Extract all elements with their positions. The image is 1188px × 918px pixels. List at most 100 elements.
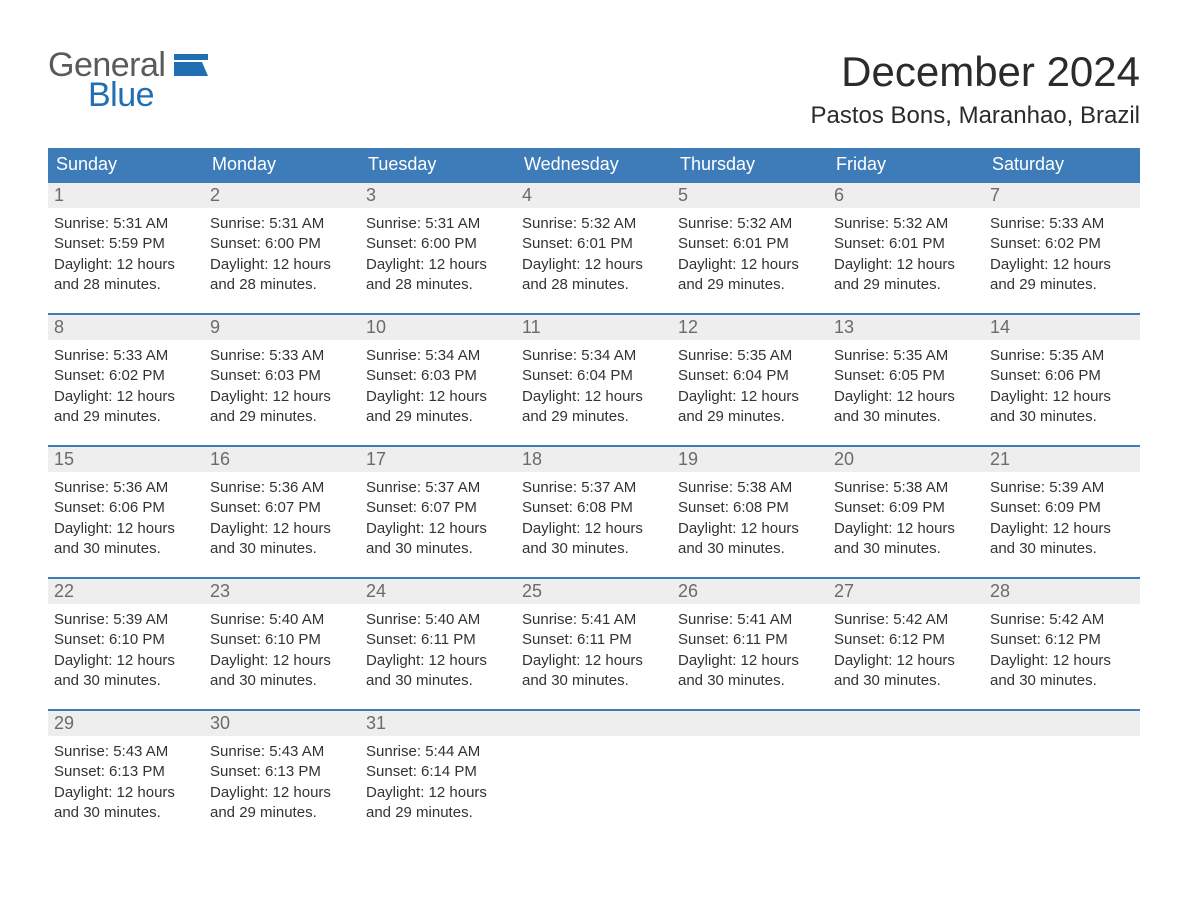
day-cell: 11Sunrise: 5:34 AMSunset: 6:04 PMDayligh… [516, 315, 672, 431]
day-cell: 6Sunrise: 5:32 AMSunset: 6:01 PMDaylight… [828, 183, 984, 299]
day-number: 21 [984, 447, 1140, 472]
day-d1: Daylight: 12 hours [210, 783, 354, 803]
day-d1: Daylight: 12 hours [522, 255, 666, 275]
day-body: Sunrise: 5:36 AMSunset: 6:07 PMDaylight:… [204, 472, 360, 563]
day-d1: Daylight: 12 hours [834, 255, 978, 275]
day-d2: and 30 minutes. [522, 671, 666, 691]
day-sunrise: Sunrise: 5:42 AM [990, 610, 1134, 630]
day-d2: and 30 minutes. [210, 539, 354, 559]
day-d1: Daylight: 12 hours [366, 255, 510, 275]
day-cell: 24Sunrise: 5:40 AMSunset: 6:11 PMDayligh… [360, 579, 516, 695]
day-number: 25 [516, 579, 672, 604]
day-sunset: Sunset: 6:06 PM [54, 498, 198, 518]
day-number: 9 [204, 315, 360, 340]
day-d2: and 30 minutes. [366, 539, 510, 559]
day-d1: Daylight: 12 hours [210, 651, 354, 671]
day-sunrise: Sunrise: 5:38 AM [678, 478, 822, 498]
day-cell: 28Sunrise: 5:42 AMSunset: 6:12 PMDayligh… [984, 579, 1140, 695]
day-d1: Daylight: 12 hours [366, 387, 510, 407]
day-sunrise: Sunrise: 5:35 AM [834, 346, 978, 366]
day-cell: 14Sunrise: 5:35 AMSunset: 6:06 PMDayligh… [984, 315, 1140, 431]
day-d2: and 29 minutes. [210, 407, 354, 427]
logo: General Blue [48, 48, 208, 113]
day-number: . [828, 711, 984, 736]
day-body: Sunrise: 5:34 AMSunset: 6:03 PMDaylight:… [360, 340, 516, 431]
day-sunset: Sunset: 6:03 PM [366, 366, 510, 386]
day-sunset: Sunset: 6:11 PM [522, 630, 666, 650]
day-cell: 13Sunrise: 5:35 AMSunset: 6:05 PMDayligh… [828, 315, 984, 431]
day-number: 18 [516, 447, 672, 472]
day-number: 19 [672, 447, 828, 472]
day-sunset: Sunset: 6:02 PM [990, 234, 1134, 254]
day-d2: and 28 minutes. [522, 275, 666, 295]
day-d2: and 30 minutes. [990, 671, 1134, 691]
day-body: Sunrise: 5:38 AMSunset: 6:08 PMDaylight:… [672, 472, 828, 563]
day-d2: and 28 minutes. [210, 275, 354, 295]
month-title: December 2024 [811, 48, 1141, 96]
day-sunrise: Sunrise: 5:31 AM [366, 214, 510, 234]
day-sunset: Sunset: 6:13 PM [54, 762, 198, 782]
day-sunrise: Sunrise: 5:33 AM [210, 346, 354, 366]
day-cell: 18Sunrise: 5:37 AMSunset: 6:08 PMDayligh… [516, 447, 672, 563]
day-sunrise: Sunrise: 5:40 AM [210, 610, 354, 630]
day-cell: 21Sunrise: 5:39 AMSunset: 6:09 PMDayligh… [984, 447, 1140, 563]
day-cell: . [828, 711, 984, 827]
day-sunset: Sunset: 6:12 PM [834, 630, 978, 650]
day-number: 5 [672, 183, 828, 208]
day-sunset: Sunset: 6:00 PM [366, 234, 510, 254]
day-body: Sunrise: 5:36 AMSunset: 6:06 PMDaylight:… [48, 472, 204, 563]
day-d2: and 30 minutes. [834, 407, 978, 427]
weeks-container: 1Sunrise: 5:31 AMSunset: 5:59 PMDaylight… [48, 181, 1140, 827]
day-sunrise: Sunrise: 5:35 AM [990, 346, 1134, 366]
day-d2: and 29 minutes. [678, 407, 822, 427]
day-d1: Daylight: 12 hours [54, 783, 198, 803]
day-body: Sunrise: 5:37 AMSunset: 6:07 PMDaylight:… [360, 472, 516, 563]
day-body: Sunrise: 5:38 AMSunset: 6:09 PMDaylight:… [828, 472, 984, 563]
day-cell: . [984, 711, 1140, 827]
day-number: 1 [48, 183, 204, 208]
day-sunrise: Sunrise: 5:37 AM [366, 478, 510, 498]
day-sunrise: Sunrise: 5:31 AM [210, 214, 354, 234]
weekday-header: Wednesday [516, 148, 672, 181]
week-row: 8Sunrise: 5:33 AMSunset: 6:02 PMDaylight… [48, 313, 1140, 431]
day-body: Sunrise: 5:39 AMSunset: 6:10 PMDaylight:… [48, 604, 204, 695]
day-cell: 4Sunrise: 5:32 AMSunset: 6:01 PMDaylight… [516, 183, 672, 299]
day-cell: 17Sunrise: 5:37 AMSunset: 6:07 PMDayligh… [360, 447, 516, 563]
day-sunset: Sunset: 6:07 PM [366, 498, 510, 518]
day-body: Sunrise: 5:31 AMSunset: 6:00 PMDaylight:… [204, 208, 360, 299]
day-sunrise: Sunrise: 5:42 AM [834, 610, 978, 630]
day-body: Sunrise: 5:33 AMSunset: 6:02 PMDaylight:… [48, 340, 204, 431]
day-sunset: Sunset: 6:05 PM [834, 366, 978, 386]
day-d1: Daylight: 12 hours [990, 387, 1134, 407]
day-body: Sunrise: 5:31 AMSunset: 6:00 PMDaylight:… [360, 208, 516, 299]
day-d1: Daylight: 12 hours [54, 651, 198, 671]
day-sunset: Sunset: 6:12 PM [990, 630, 1134, 650]
logo-word-blue: Blue [88, 78, 208, 114]
day-body: Sunrise: 5:41 AMSunset: 6:11 PMDaylight:… [672, 604, 828, 695]
day-sunrise: Sunrise: 5:40 AM [366, 610, 510, 630]
day-cell: 27Sunrise: 5:42 AMSunset: 6:12 PMDayligh… [828, 579, 984, 695]
day-sunset: Sunset: 6:06 PM [990, 366, 1134, 386]
day-sunrise: Sunrise: 5:32 AM [678, 214, 822, 234]
day-d1: Daylight: 12 hours [678, 255, 822, 275]
day-body: Sunrise: 5:31 AMSunset: 5:59 PMDaylight:… [48, 208, 204, 299]
day-cell: 31Sunrise: 5:44 AMSunset: 6:14 PMDayligh… [360, 711, 516, 827]
day-sunset: Sunset: 6:08 PM [678, 498, 822, 518]
day-sunrise: Sunrise: 5:33 AM [990, 214, 1134, 234]
header: General Blue December 2024 Pastos Bons, … [48, 48, 1140, 130]
day-number: 29 [48, 711, 204, 736]
day-sunrise: Sunrise: 5:34 AM [522, 346, 666, 366]
day-d1: Daylight: 12 hours [678, 387, 822, 407]
day-body: Sunrise: 5:32 AMSunset: 6:01 PMDaylight:… [828, 208, 984, 299]
day-number: 23 [204, 579, 360, 604]
day-d2: and 30 minutes. [990, 539, 1134, 559]
day-cell: 7Sunrise: 5:33 AMSunset: 6:02 PMDaylight… [984, 183, 1140, 299]
day-body: Sunrise: 5:32 AMSunset: 6:01 PMDaylight:… [516, 208, 672, 299]
day-cell: 19Sunrise: 5:38 AMSunset: 6:08 PMDayligh… [672, 447, 828, 563]
day-cell: 20Sunrise: 5:38 AMSunset: 6:09 PMDayligh… [828, 447, 984, 563]
day-d2: and 30 minutes. [54, 539, 198, 559]
day-sunset: Sunset: 6:11 PM [366, 630, 510, 650]
day-d2: and 30 minutes. [678, 671, 822, 691]
day-number: 31 [360, 711, 516, 736]
day-sunset: Sunset: 6:08 PM [522, 498, 666, 518]
